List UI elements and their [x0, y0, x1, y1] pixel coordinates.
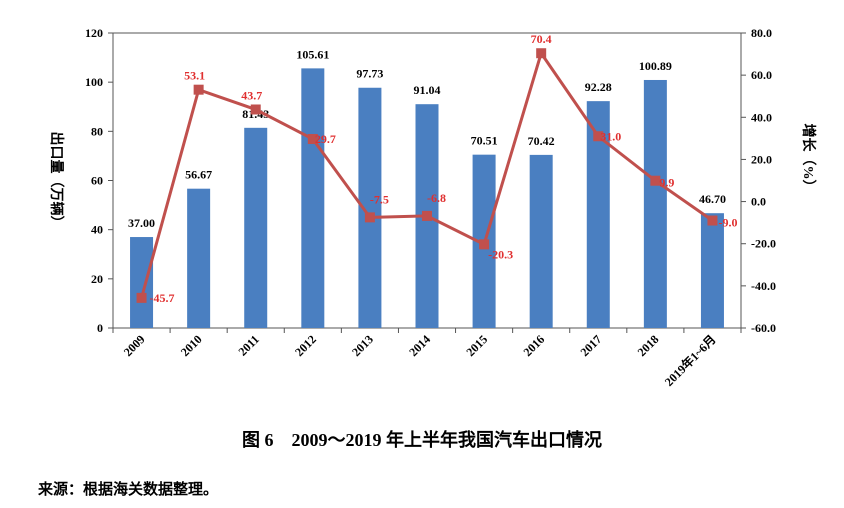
- x-tick-label: 2019年1~6月: [661, 332, 718, 389]
- bar: [301, 68, 325, 328]
- left-tick-label: 120: [85, 26, 103, 40]
- bar-data-label: 105.61: [296, 47, 329, 61]
- bar-data-label: 91.04: [414, 83, 441, 97]
- right-tick-label: -20.0: [751, 237, 776, 251]
- bar: [244, 127, 268, 328]
- dual-axis-chart: 0 20 40 60 80 100 120 -60.0 -40.0 -20.0 0.0 20.0 40.…: [48, 26, 817, 389]
- bar: [700, 213, 724, 328]
- x-tick-label: 2017: [578, 332, 605, 359]
- bar-data-label: 56.67: [185, 168, 212, 182]
- line-marker: [250, 104, 261, 115]
- line-data-label: -9.0: [718, 216, 737, 230]
- right-tick-label: 20.0: [751, 152, 772, 166]
- x-tick-label: 2018: [635, 332, 662, 359]
- bar-data-label: 70.51: [471, 134, 498, 148]
- bar-data-label: 70.42: [528, 134, 555, 148]
- right-tick-label: 40.0: [751, 110, 772, 124]
- line-data-label: -20.3: [488, 247, 513, 261]
- line-marker: [364, 212, 375, 223]
- line-data-label: 31.0: [600, 129, 621, 143]
- line-data-label: -45.7: [150, 291, 175, 305]
- line-marker: [136, 292, 147, 303]
- right-tick-label: 80.0: [751, 26, 772, 40]
- source-note: 来源：根据海关数据整理。: [38, 482, 219, 498]
- bar-data-label: 92.28: [585, 80, 612, 94]
- left-axis-title: 出口量（万辆）: [48, 132, 65, 230]
- right-tick-label: -40.0: [751, 279, 776, 293]
- bar: [586, 101, 610, 329]
- line-marker: [536, 48, 547, 59]
- line-marker: [707, 215, 718, 226]
- bar: [643, 79, 667, 328]
- bar: [187, 188, 211, 328]
- line-data-label: 43.7: [241, 88, 262, 102]
- left-tick-label: 80: [91, 124, 103, 138]
- line-marker: [307, 133, 318, 144]
- x-tick-label: 2012: [292, 332, 319, 359]
- left-tick-label: 20: [91, 272, 103, 286]
- x-tick-label: 2011: [235, 332, 261, 358]
- bar-data-label: 37.00: [128, 216, 155, 230]
- line-data-label: 70.4: [531, 32, 552, 46]
- line-data-label: -7.5: [370, 192, 389, 206]
- bar: [130, 237, 154, 328]
- line-marker: [593, 131, 604, 142]
- bar: [358, 87, 382, 328]
- line-data-label: -6.8: [427, 191, 446, 205]
- right-axis-title: 增长（%）: [800, 124, 817, 194]
- x-tick-label: 2010: [178, 332, 205, 359]
- left-tick-label: 100: [85, 75, 103, 89]
- bar: [529, 154, 553, 328]
- line-data-label: 9.9: [659, 176, 674, 190]
- left-tick-label: 40: [91, 223, 103, 237]
- x-tick-label: 2016: [520, 332, 547, 359]
- left-tick-label: 0: [97, 321, 103, 335]
- x-tick-label: 2013: [349, 332, 376, 359]
- bar-data-label: 46.70: [699, 192, 726, 206]
- bar-data-label: 100.89: [639, 59, 672, 73]
- left-tick-label: 60: [91, 174, 103, 188]
- right-tick-label: 60.0: [751, 68, 772, 82]
- bar-data-label: 97.73: [356, 67, 383, 81]
- line-marker: [193, 84, 204, 95]
- figure-caption: 图 6 2009～2019 年上半年我国汽车出口情况: [242, 430, 602, 450]
- right-tick-label: 0.0: [751, 195, 766, 209]
- line-data-label: 29.7: [315, 132, 336, 146]
- right-tick-label: -60.0: [751, 321, 776, 335]
- line-marker: [422, 210, 432, 221]
- line-data-label: 53.1: [184, 69, 205, 83]
- x-tick-label: 2009: [121, 332, 148, 359]
- line-marker: [650, 175, 661, 186]
- x-tick-label: 2015: [463, 332, 490, 359]
- x-tick-label: 2014: [406, 332, 433, 359]
- line-marker: [479, 239, 490, 250]
